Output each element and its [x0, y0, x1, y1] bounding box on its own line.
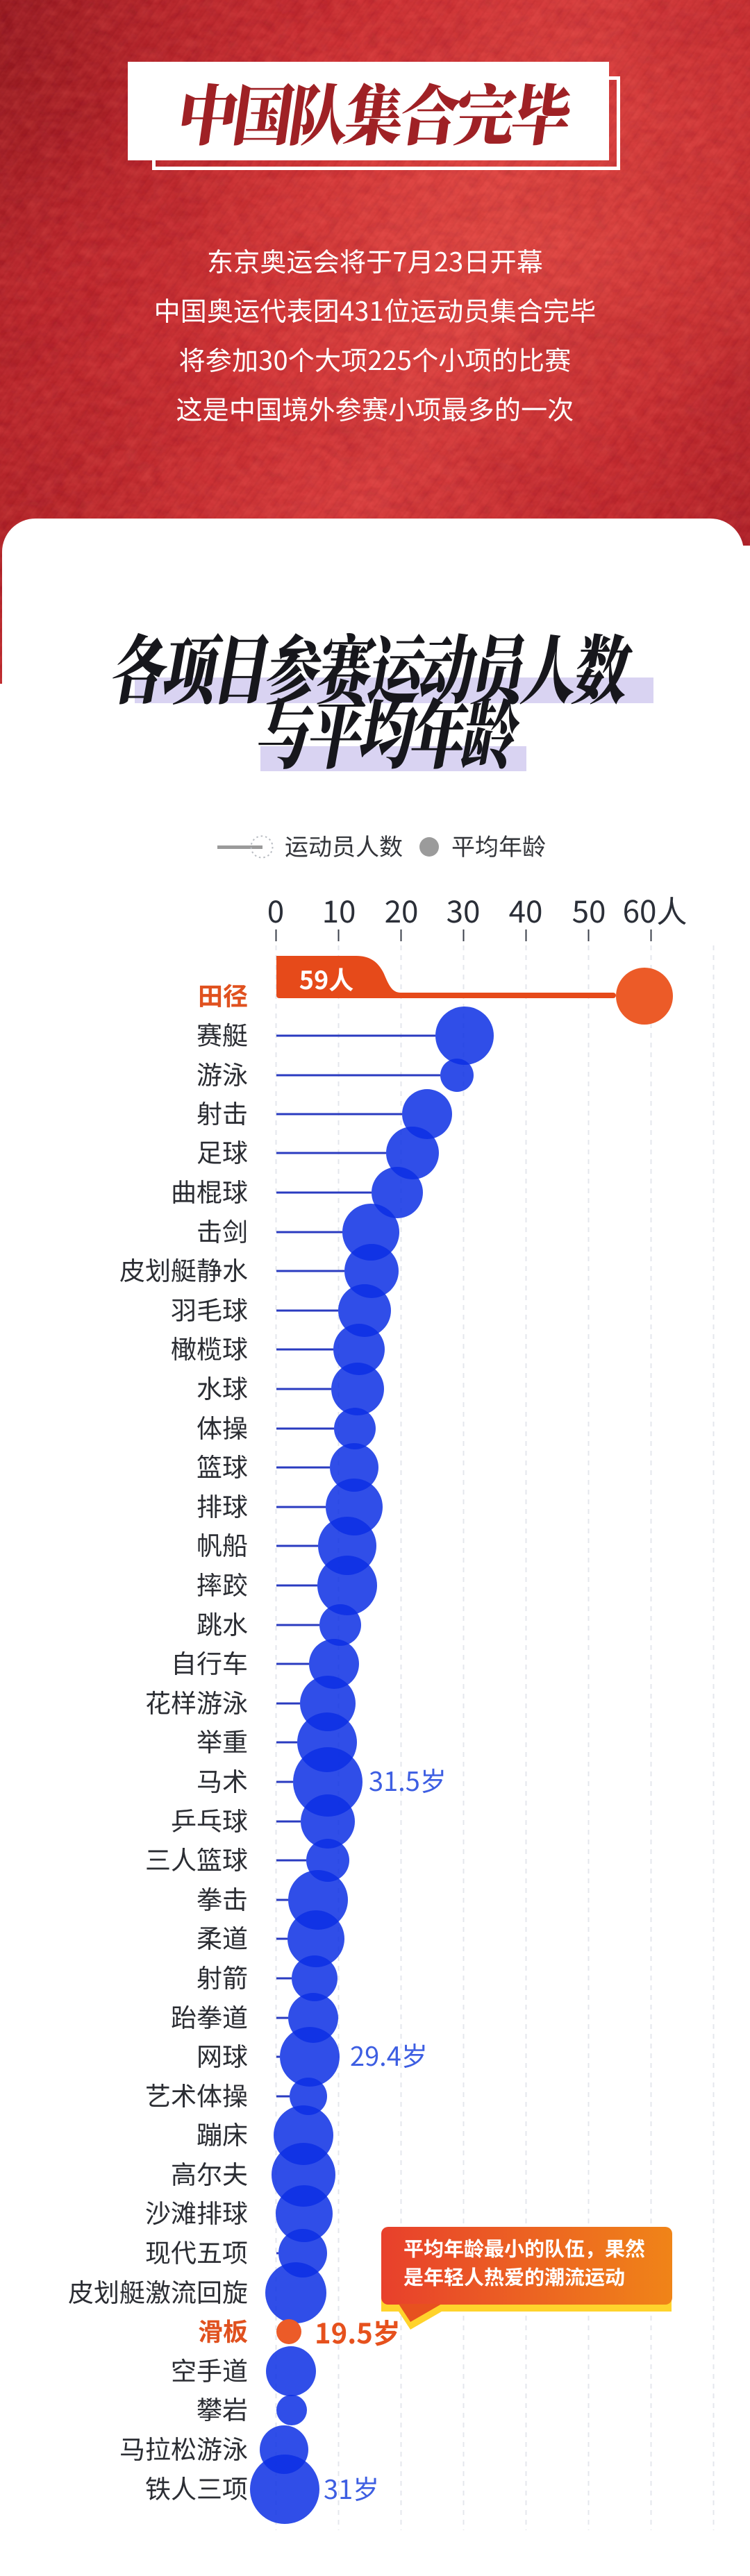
svg-text:自行车: 自行车	[171, 1643, 248, 1681]
svg-text:水球: 水球	[197, 1368, 248, 1406]
svg-text:三人篮球: 三人篮球	[145, 1840, 248, 1877]
svg-text:铁人三项: 铁人三项	[145, 2468, 248, 2506]
svg-text:运动员人数: 运动员人数	[285, 828, 403, 862]
svg-text:31.5岁: 31.5岁	[369, 1760, 447, 1799]
svg-text:30: 30	[447, 887, 481, 932]
svg-text:跆拳道: 跆拳道	[171, 1997, 248, 2035]
svg-text:射箭: 射箭	[197, 1958, 248, 1995]
svg-text:射击: 射击	[197, 1093, 248, 1131]
svg-text:29.4岁: 29.4岁	[350, 2035, 428, 2073]
svg-text:击剑: 击剑	[197, 1211, 248, 1249]
svg-text:艺术体操: 艺术体操	[145, 2076, 248, 2113]
svg-text:跳水: 跳水	[197, 1604, 248, 1642]
svg-text:柔道: 柔道	[197, 1918, 248, 1955]
svg-text:10: 10	[322, 887, 356, 932]
svg-text:空手道: 空手道	[171, 2350, 248, 2388]
svg-text:花样游泳: 花样游泳	[145, 1683, 248, 1720]
svg-text:31岁: 31岁	[324, 2468, 379, 2507]
svg-text:平均年龄最小的队伍，果然: 平均年龄最小的队伍，果然	[403, 2233, 645, 2262]
svg-text:篮球: 篮球	[197, 1447, 248, 1484]
svg-text:20: 20	[385, 887, 419, 932]
svg-text:蹦床: 蹦床	[197, 2114, 248, 2152]
svg-text:沙滩排球: 沙滩排球	[145, 2193, 248, 2230]
svg-text:现代五项: 现代五项	[145, 2232, 248, 2270]
svg-text:马术: 马术	[197, 1761, 248, 1799]
svg-text:0: 0	[267, 887, 284, 932]
svg-text:平均年龄: 平均年龄	[451, 828, 546, 862]
svg-text:排球: 排球	[197, 1486, 248, 1524]
svg-text:皮划艇激流回旋: 皮划艇激流回旋	[68, 2272, 248, 2309]
svg-text:赛艇: 赛艇	[197, 1015, 248, 1052]
svg-text:举重: 举重	[197, 1721, 248, 1759]
svg-text:体操: 体操	[197, 1408, 248, 1445]
svg-text:羽毛球: 羽毛球	[171, 1290, 248, 1327]
svg-text:曲棍球: 曲棍球	[171, 1172, 248, 1209]
svg-text:滑板: 滑板	[198, 2312, 248, 2348]
svg-text:40: 40	[509, 887, 543, 932]
svg-text:拳击: 拳击	[197, 1879, 248, 1917]
svg-text:田径: 田径	[198, 977, 248, 1013]
svg-text:59人: 59人	[299, 961, 353, 997]
svg-text:游泳: 游泳	[197, 1054, 248, 1092]
svg-text:摔跤: 摔跤	[197, 1565, 248, 1602]
svg-text:50: 50	[572, 887, 606, 932]
svg-text:马拉松游泳: 马拉松游泳	[119, 2429, 248, 2466]
svg-text:网球: 网球	[197, 2036, 248, 2073]
svg-text:皮划艇静水: 皮划艇静水	[119, 1250, 248, 1288]
svg-text:60人: 60人	[623, 887, 688, 932]
svg-text:是年轻人热爱的潮流运动: 是年轻人热爱的潮流运动	[403, 2262, 625, 2291]
svg-text:橄榄球: 橄榄球	[171, 1329, 248, 1366]
svg-text:足球: 足球	[197, 1132, 248, 1170]
svg-text:19.5岁: 19.5岁	[315, 2312, 401, 2352]
svg-text:攀岩: 攀岩	[197, 2389, 248, 2427]
svg-text:高尔夫: 高尔夫	[171, 2154, 248, 2191]
svg-text:帆船: 帆船	[197, 1525, 248, 1563]
svg-text:乒乓球: 乒乓球	[171, 1801, 248, 1838]
